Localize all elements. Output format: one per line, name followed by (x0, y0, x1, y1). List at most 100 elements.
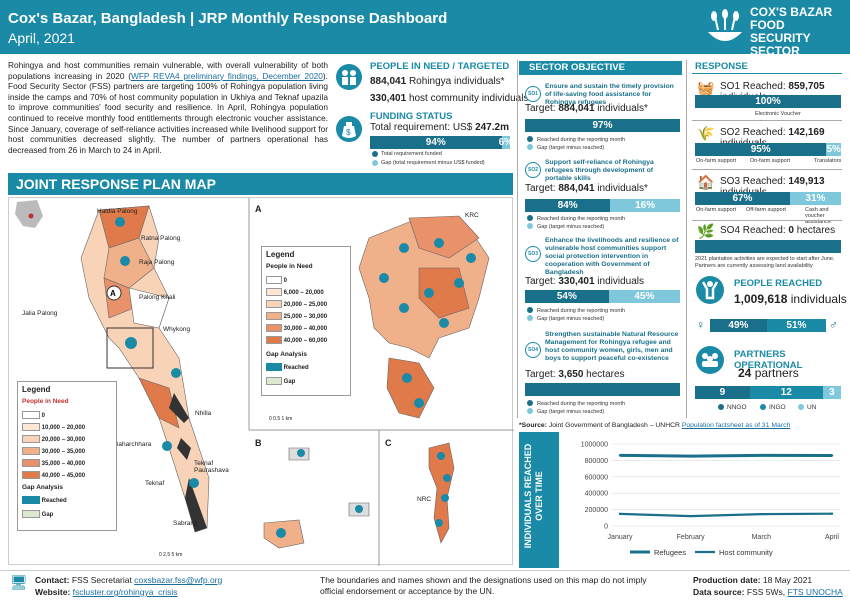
so1-response-sub: Electronic Voucher (755, 111, 801, 117)
place-raja-palong: Raja Palong (139, 259, 175, 266)
krc-label: KRC (465, 212, 479, 219)
so4-text: Strengthen sustainable Natural Resource … (545, 331, 679, 362)
so1-reached: 97% (525, 119, 680, 132)
partners-icon (696, 346, 724, 374)
footer-datasource: Data source: FSS 5Ws, FTS UNOCHA (693, 587, 843, 597)
funding-legend-funded: Total requirement funded (381, 151, 442, 157)
data-point (760, 454, 763, 457)
so1-legend-gap: Gap (target minus reached) (537, 145, 605, 151)
x-tick-label: April (825, 534, 839, 541)
so3-bar: 54% 45% (525, 290, 680, 303)
so1-target: Target: 884,041 individuals* (525, 103, 648, 114)
so2-response-fill-1: 95% (695, 143, 827, 156)
contact-email-link[interactable]: coxsbazar.fss@wfp.org (134, 575, 223, 585)
website-link[interactable]: fscluster.org/rohingya_crisis (72, 587, 178, 597)
so2-gap: 16% (610, 199, 680, 212)
so4-note: 2021 plantation activities are expected … (695, 256, 835, 269)
scale-bar-left: 0 2.5 5 km (159, 552, 183, 558)
legend-dot (372, 151, 378, 157)
y-tick-label: 0 (604, 524, 608, 531)
scale-bar-right: 0 0.5 1 km (269, 416, 293, 422)
place-sabrang: Sabrang (173, 520, 198, 527)
footer-contact: Contact: FSS Secretariat coxsbazar.fss@w… (35, 575, 223, 585)
fss-logo: COX'S BAZAR FOOD SECURITY SECTOR (704, 6, 844, 58)
partners-value: 24 partners (738, 366, 799, 380)
money-bag-icon: $ (336, 116, 362, 142)
so4-target: Target: 3,650 hectares (525, 369, 625, 380)
logo-text: COX'S BAZAR FOOD SECURITY SECTOR (750, 5, 833, 58)
funding-requirement: Total requirement: US$ 247.2m (370, 122, 509, 133)
y-tick-label: 400000 (585, 491, 608, 498)
divider (692, 220, 842, 221)
so4-bar (525, 383, 680, 396)
map-legend-left: Legend People in Need 0 10,000 – 20,000 … (17, 381, 117, 531)
house-icon: 🏠 (697, 174, 715, 190)
so3-response-fill-1: 67% (695, 192, 790, 205)
panel-a-label: A (255, 204, 262, 214)
so1-text: Ensure and sustain the timely provision … (545, 83, 674, 106)
page-title: Cox's Bazar, Bangladesh | JRP Monthly Re… (8, 10, 448, 27)
panel-c-label: C (385, 438, 392, 448)
place-ratna-palong: Ratna Palong (141, 235, 181, 242)
reva4-link[interactable]: WFP REVA4 preliminary findings, December… (131, 70, 323, 81)
pin-title: PEOPLE IN NEED / TARGETED (370, 61, 510, 72)
data-point (760, 512, 763, 516)
female-icon: ♀ (696, 318, 705, 332)
legend-label: Host community (719, 548, 773, 557)
footer-website: Website: fscluster.org/rohingya_crisis (35, 587, 178, 597)
person-arms-up-icon (696, 276, 724, 304)
so3-response-bar: 67% 31% (695, 192, 841, 205)
people-reached-title: PEOPLE REACHED (734, 278, 823, 289)
divider (692, 73, 842, 74)
header-banner: Cox's Bazar, Bangladesh | JRP Monthly Re… (0, 0, 850, 58)
footer-divider (0, 570, 850, 571)
legend-dot (527, 144, 533, 150)
so2-target: Target: 884,041 individuals* (525, 183, 648, 194)
so4-icon: SO4 (525, 342, 541, 358)
legend-dot (527, 136, 533, 142)
so2-response-bar: 95% 5% (695, 143, 841, 156)
data-point (618, 512, 622, 516)
place-baharchhara: Baharchhara (114, 441, 152, 448)
legend-dot (527, 400, 533, 406)
svg-text:$: $ (346, 128, 351, 137)
pin-rohingya: 884,041 Rohingya individuals* (370, 76, 505, 87)
place-whykong: Whykong (163, 326, 191, 333)
leaf-icon: 🌿 (697, 223, 715, 239)
map-area: A Haldia Palong Ratna Palong Raja Palong… (8, 197, 514, 566)
place-jalia-palong: Jalia Palong (22, 310, 58, 317)
y-tick-label: 1000000 (581, 442, 608, 449)
so4-gap-fill (525, 383, 680, 396)
funding-legend-gap: Gap (total requirement minus US$ funded) (381, 160, 485, 166)
female-share: 49% (710, 319, 767, 332)
divider (517, 60, 518, 418)
so4-response-bar (695, 240, 841, 253)
so3-gap: 45% (608, 290, 680, 303)
intro-paragraph: Rohingya and host communities remain vul… (8, 60, 328, 155)
male-share: 51% (766, 319, 826, 332)
legend-dot (527, 307, 533, 313)
partners-un: 3 (822, 386, 841, 399)
so3-sub-2: Off-farm support (746, 207, 786, 213)
male-icon: ♂ (829, 318, 838, 332)
so2-sub-2: On-farm support (750, 158, 791, 164)
place-haldia-palong: Haldia Palong (97, 208, 138, 215)
legend-dot (760, 404, 766, 410)
panel-b-label: B (255, 438, 262, 448)
series-line-0 (619, 453, 833, 458)
so2-text: Support self-reliance of Rohingya refuge… (545, 159, 654, 182)
partners-title: PARTNERS OPERATIONAL (734, 349, 803, 371)
so3-legend-reached: Reached during the reporting month (537, 308, 626, 314)
legend-dot (372, 160, 378, 166)
place-palong-khali: Palong Khali (139, 294, 176, 301)
fts-link[interactable]: FTS UNOCHA (787, 587, 843, 597)
legend-un: UN (807, 404, 817, 411)
chart-title: INDIVIDUALS REACHED OVER TIME (523, 443, 544, 549)
x-tick-label: January (608, 534, 633, 541)
footer-disclaimer: The boundaries and names shown and the d… (320, 575, 647, 596)
so3-legend-gap: Gap (target minus reached) (537, 316, 605, 322)
y-tick-label: 600000 (585, 474, 608, 481)
data-point (830, 512, 834, 515)
population-factsheet-link[interactable]: Population factsheet as of 31 March (681, 422, 791, 429)
legend-dot (527, 315, 533, 321)
